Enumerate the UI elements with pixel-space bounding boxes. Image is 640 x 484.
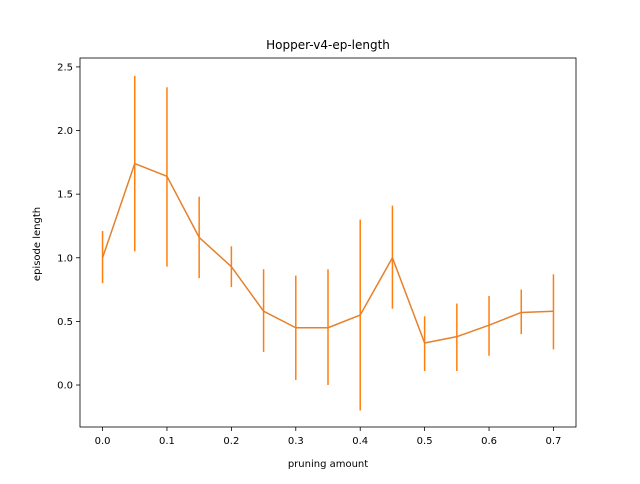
x-tick-label: 0.3 (288, 436, 304, 447)
x-axis-label: pruning amount (288, 459, 368, 470)
x-tick-label: 0.2 (223, 436, 239, 447)
y-tick-label: 1.0 (57, 253, 73, 264)
x-tick-label: 0.7 (546, 436, 562, 447)
y-tick-label: 2.0 (57, 126, 73, 137)
y-tick-label: 0.0 (57, 381, 73, 392)
y-tick-label: 2.5 (57, 62, 73, 73)
y-tick-label: 0.5 (57, 317, 73, 328)
plot-frame (79, 57, 577, 428)
x-tick-label: 0.1 (159, 436, 175, 447)
x-tick-label: 0.5 (417, 436, 433, 447)
chart-title: Hopper-v4-ep-length (266, 38, 390, 52)
x-tick-label: 0.0 (95, 436, 111, 447)
x-tick-label: 0.6 (481, 436, 497, 447)
y-tick-label: 1.5 (57, 190, 73, 201)
y-axis-label: episode length (32, 207, 43, 281)
series-line (101, 162, 554, 344)
x-tick-label: 0.4 (352, 436, 368, 447)
